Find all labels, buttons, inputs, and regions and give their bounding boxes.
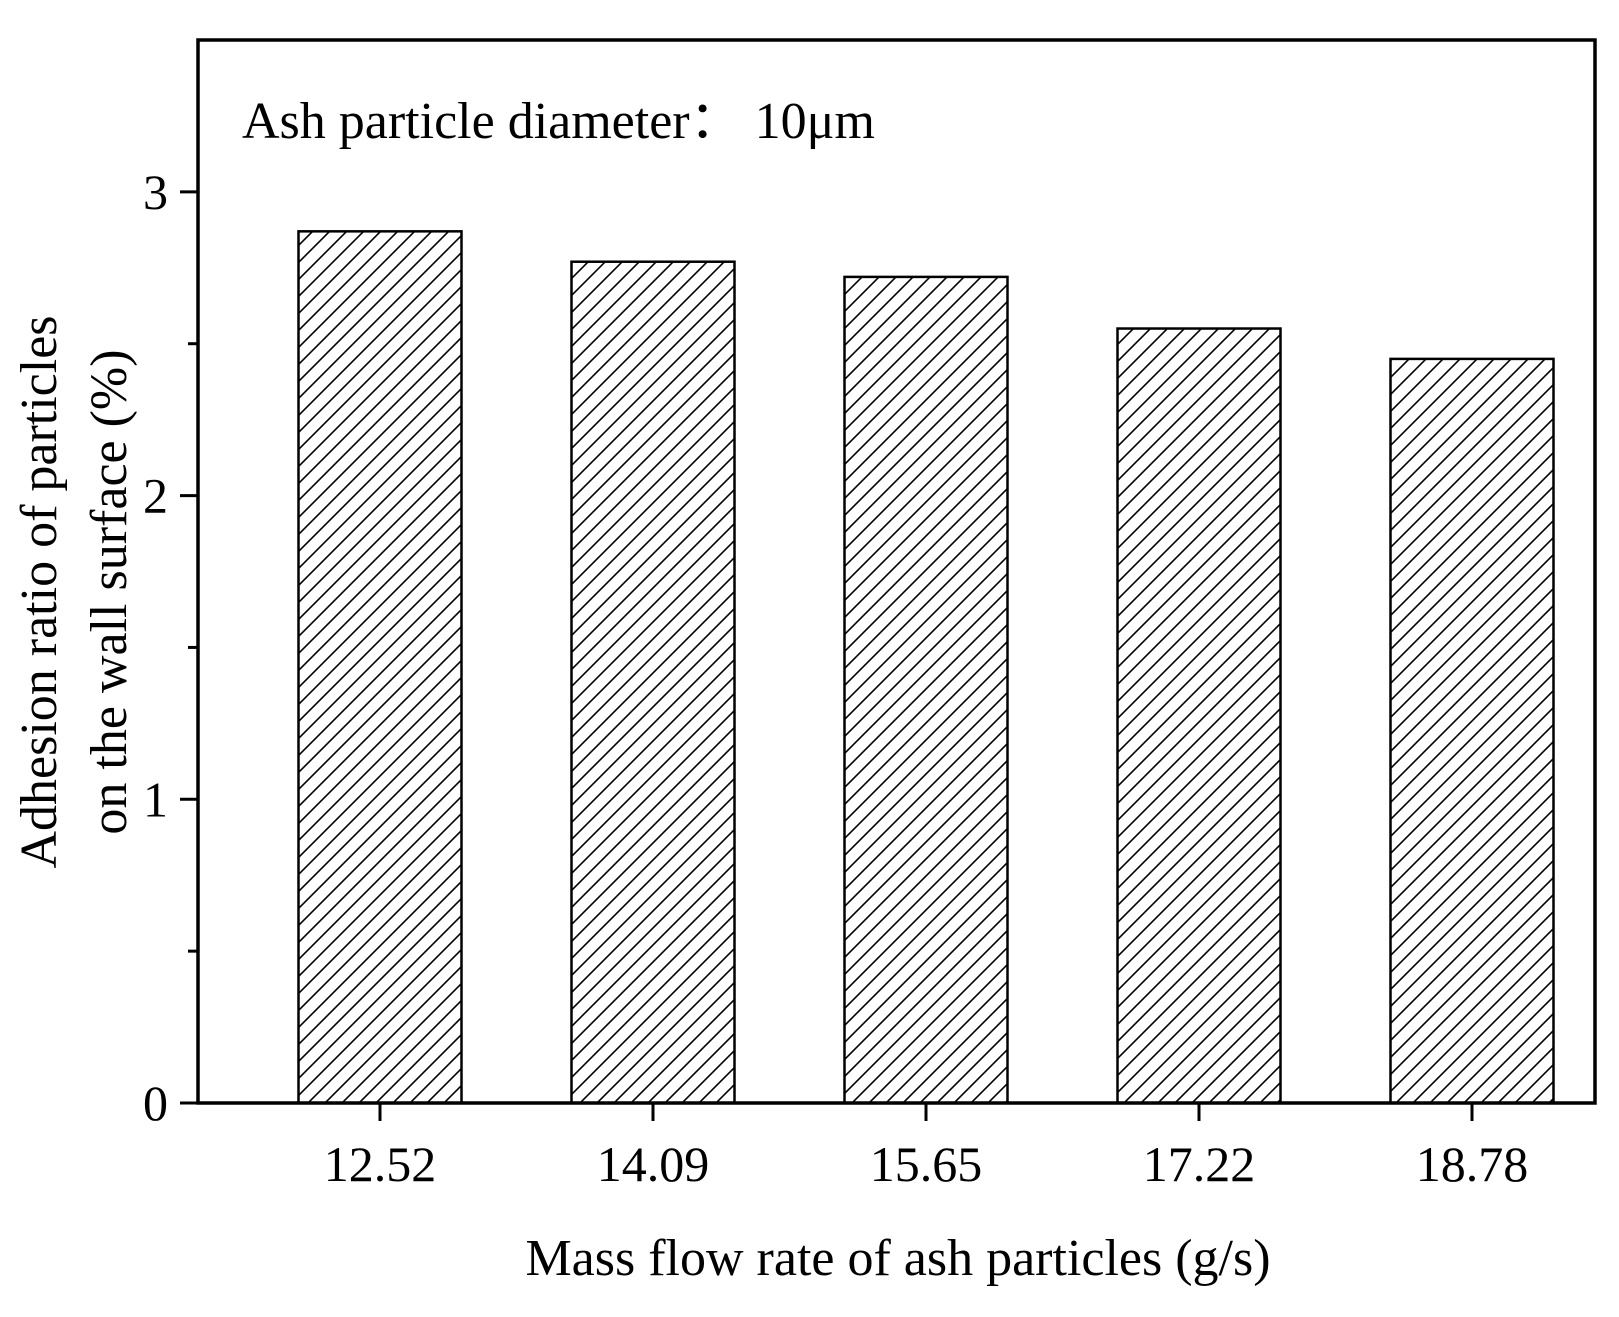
bar-12.52 xyxy=(297,230,463,1105)
bar-14.09 xyxy=(570,260,736,1105)
y-tick-label: 0 xyxy=(143,1075,168,1131)
y-tick-label: 1 xyxy=(143,771,168,827)
y-axis-label-line-2: on the wall surface (%) xyxy=(81,349,138,834)
axis-ticks: 0 1 2 3 12.52 14.09 15.65 17.22 18.78 xyxy=(143,164,1528,1192)
y-axis-label-line-1: Adhesion ratio of particles xyxy=(11,315,68,868)
bars xyxy=(297,230,1555,1105)
y-tick-label: 3 xyxy=(143,164,168,220)
bar-17.22 xyxy=(1116,327,1282,1105)
x-tick-label: 14.09 xyxy=(597,1136,710,1192)
x-axis-label: Mass flow rate of ash particles (g/s) xyxy=(525,1230,1270,1287)
y-tick-label: 2 xyxy=(143,468,168,524)
x-tick-label: 17.22 xyxy=(1143,1136,1256,1192)
annotation-ash-diameter: Ash particle diameter： 10μm xyxy=(242,93,875,150)
x-tick-label: 12.52 xyxy=(324,1136,437,1192)
x-tick-label: 15.65 xyxy=(870,1136,983,1192)
x-tick-label: 18.78 xyxy=(1416,1136,1529,1192)
bar-18.78 xyxy=(1389,357,1555,1105)
bar-15.65 xyxy=(843,275,1009,1105)
y-axis-label: Adhesion ratio of particles on the wall … xyxy=(11,315,138,868)
plot-frame xyxy=(196,38,1597,1105)
